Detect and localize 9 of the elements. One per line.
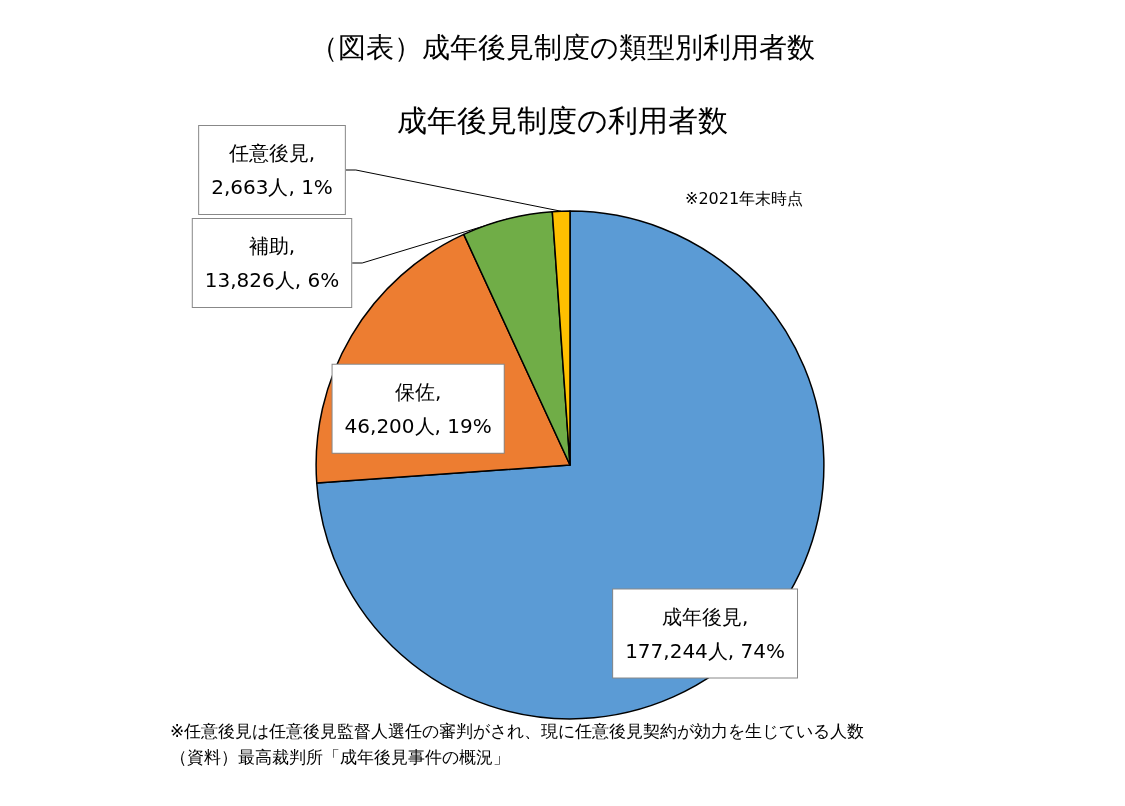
text: ※任意後見は任意後見監督人選任の審判がされ、現に任意後見契約が効力を生じている人数 [170,720,865,741]
chart-subtitle: 成年後見制度の利用者数 [397,102,728,138]
slice-label: 補助, 13,826人, 6% [204,234,340,292]
slice-label: 任意後見, 2,663人, 1% [211,141,333,199]
slice-label: 保佐, 46,200人, 19% [344,379,492,438]
chart-title: （図表）成年後見制度の類型別利用者数 [310,30,815,64]
text: ※2021年末時点 [685,188,804,208]
text: （資料）最高裁判所「成年後見事件の概況」 [170,746,510,767]
slice-label: 成年後見, 177,244人, 74% [625,604,786,663]
